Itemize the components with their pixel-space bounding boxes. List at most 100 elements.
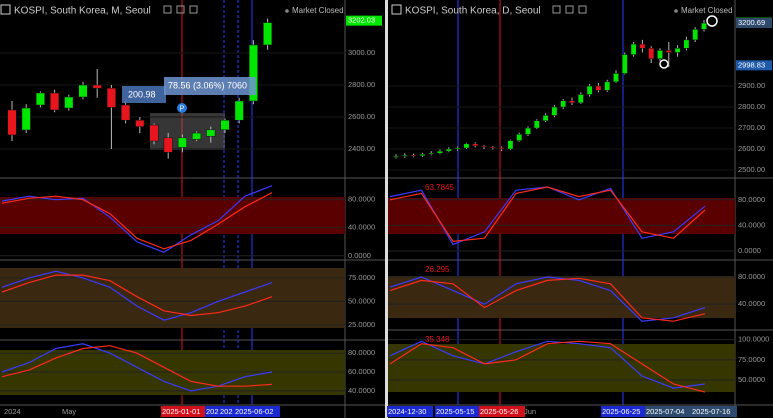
indicator-tick-label: 0.0000 bbox=[738, 246, 761, 255]
indicator-tick-label: 40.0000 bbox=[348, 386, 375, 395]
indicator-line bbox=[389, 186, 706, 243]
time-label-box bbox=[691, 406, 737, 417]
status-dot bbox=[285, 9, 289, 13]
candle-body bbox=[106, 87, 116, 108]
measure-start-box bbox=[122, 86, 166, 103]
measure-start: 200.98 bbox=[128, 89, 156, 99]
indicator-tick-label: 0.0000 bbox=[348, 251, 371, 260]
candle-body bbox=[428, 152, 435, 155]
indicator-line bbox=[389, 277, 706, 322]
candle-body bbox=[683, 39, 690, 49]
time-label: 202 bbox=[220, 407, 233, 416]
indicator-tick-label: 100.0000 bbox=[738, 335, 769, 344]
time-label: 2025-05-26 bbox=[480, 407, 518, 416]
indicator-tick-label: 80.0000 bbox=[738, 272, 765, 281]
market-status: Market Closed bbox=[681, 6, 733, 15]
indicator-line bbox=[1, 274, 273, 317]
indicator-tick-label: 25.0000 bbox=[348, 320, 375, 329]
price-tick-label: 2800.00 bbox=[738, 102, 765, 111]
symbol-icon[interactable] bbox=[0, 4, 11, 15]
time-label: 2025-07-04 bbox=[646, 407, 684, 416]
time-label-box bbox=[601, 406, 647, 417]
candle-body bbox=[674, 48, 681, 53]
candle-body bbox=[657, 50, 663, 60]
candle-body bbox=[621, 54, 628, 74]
time-label-box bbox=[645, 406, 691, 417]
candle-body bbox=[149, 124, 159, 142]
candle-body bbox=[577, 94, 584, 104]
price-tick-label: 2600.00 bbox=[738, 144, 765, 153]
candle-body bbox=[525, 127, 531, 135]
symbol-icon[interactable] bbox=[391, 4, 402, 15]
candle-body bbox=[648, 48, 655, 60]
candle-body bbox=[454, 147, 461, 150]
price-tick-label: 2900.00 bbox=[738, 81, 765, 90]
price-label: 3202.03 bbox=[348, 16, 375, 25]
indicator-tick-label: 50.0000 bbox=[738, 375, 765, 384]
header-buttons[interactable] bbox=[163, 5, 198, 14]
candle-body bbox=[248, 44, 258, 102]
price-tick-label: 2600.00 bbox=[348, 112, 375, 121]
indicator-tick-label: 40.0000 bbox=[738, 299, 765, 308]
candle-body bbox=[7, 109, 17, 136]
candle-body bbox=[489, 146, 496, 149]
candle-body bbox=[135, 119, 145, 127]
candle-body bbox=[163, 137, 173, 153]
candle-body bbox=[701, 22, 707, 30]
indicator-band bbox=[0, 268, 345, 328]
time-label-box bbox=[387, 406, 433, 417]
candle-body bbox=[463, 143, 470, 149]
indicator-tick-label: 40.0000 bbox=[738, 220, 765, 229]
candle-body bbox=[92, 84, 102, 89]
candle-body bbox=[630, 43, 637, 55]
candle-body bbox=[639, 43, 646, 49]
candle-body bbox=[665, 50, 672, 53]
point-marker bbox=[706, 15, 718, 27]
indicator-line bbox=[389, 340, 706, 389]
indicator-tick-label: 80.0000 bbox=[348, 195, 375, 204]
candle-body bbox=[604, 81, 611, 91]
indicator-tick-label: 40.0000 bbox=[348, 223, 375, 232]
header-buttons[interactable] bbox=[552, 5, 587, 14]
candle-body bbox=[586, 85, 593, 95]
time-label-box bbox=[205, 406, 221, 417]
candle-body bbox=[78, 84, 88, 98]
indicator-band bbox=[388, 198, 735, 234]
indicator-band bbox=[0, 197, 345, 234]
time-label: 2025-01-01 bbox=[162, 407, 200, 416]
candle-body bbox=[507, 140, 514, 150]
split-divider[interactable] bbox=[385, 0, 388, 418]
candle-body bbox=[481, 145, 487, 148]
measure-marker[interactable] bbox=[177, 103, 187, 113]
indicator-line bbox=[1, 343, 273, 392]
indicator-value: 26.295 bbox=[425, 265, 450, 274]
time-label-box bbox=[479, 406, 525, 417]
right-header: KOSPI, South Korea, D, Seoul Market Clos… bbox=[391, 4, 733, 17]
indicator-tick-label: 80.0000 bbox=[348, 348, 375, 357]
candle-body bbox=[569, 100, 575, 104]
point-marker bbox=[659, 59, 669, 69]
time-label-box bbox=[219, 406, 235, 417]
candle-body bbox=[177, 137, 187, 148]
price-label: 2998.83 bbox=[738, 60, 765, 69]
time-label: 2024 bbox=[4, 407, 21, 416]
indicator-line bbox=[1, 192, 273, 250]
candle-body bbox=[393, 156, 399, 158]
price-tick-label: 2500.00 bbox=[738, 165, 765, 174]
indicator-line bbox=[1, 185, 273, 253]
candle-body bbox=[472, 143, 479, 147]
left-header: KOSPI, South Korea, M, Seoul Market Clos… bbox=[0, 4, 344, 17]
indicator-line bbox=[1, 270, 273, 321]
status-dot bbox=[674, 9, 678, 13]
candle-body bbox=[220, 119, 230, 131]
candle-body bbox=[551, 106, 558, 116]
time-label: 2025-06-25 bbox=[602, 407, 640, 416]
candle-body bbox=[516, 134, 523, 141]
candle-body bbox=[234, 100, 244, 121]
price-label-box bbox=[736, 60, 772, 71]
measure-marker-label[interactable]: P bbox=[180, 105, 185, 112]
indicator-value: 63.7845 bbox=[425, 183, 454, 192]
indicator-line bbox=[1, 345, 273, 387]
indicator-value: 35.348 bbox=[425, 335, 450, 344]
candle-body bbox=[206, 129, 216, 137]
